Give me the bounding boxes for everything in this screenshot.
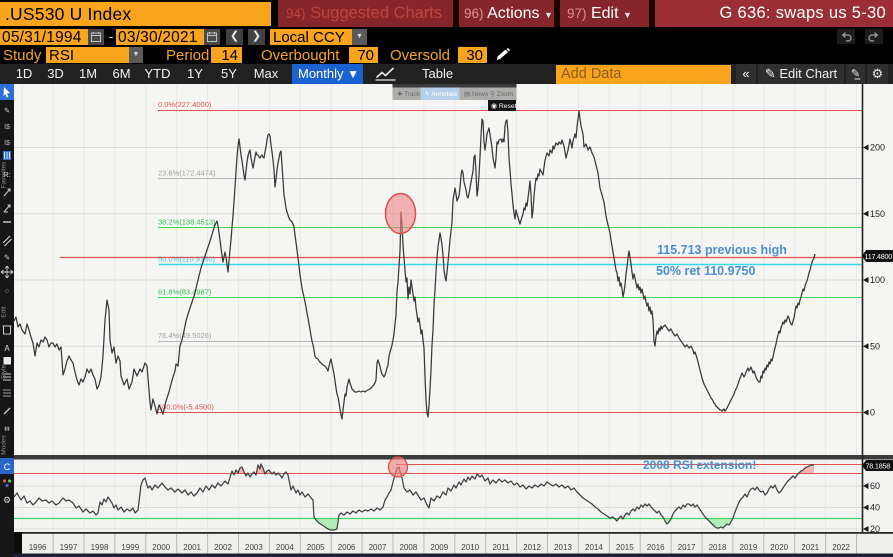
svg-text:Style: Style bbox=[1, 364, 8, 379]
svg-text:2012: 2012 bbox=[523, 543, 541, 552]
svg-text:A: A bbox=[4, 344, 10, 353]
svg-text:2011: 2011 bbox=[492, 543, 510, 552]
svg-text:2022: 2022 bbox=[832, 543, 850, 552]
svg-text:2015: 2015 bbox=[616, 543, 634, 552]
svg-text:38.2%(138.4513): 38.2%(138.4513) bbox=[158, 218, 216, 227]
svg-text:2014: 2014 bbox=[585, 543, 603, 552]
svg-text:1999: 1999 bbox=[121, 543, 139, 552]
svg-text:23.6%(172.4474): 23.6%(172.4474) bbox=[158, 169, 216, 178]
svg-text:100.0%(-5.4500): 100.0%(-5.4500) bbox=[158, 403, 214, 412]
svg-text:2021: 2021 bbox=[801, 543, 819, 552]
svg-text:2009: 2009 bbox=[430, 543, 448, 552]
svg-text:2020: 2020 bbox=[770, 543, 788, 552]
svg-text:61.8%(83.4987): 61.8%(83.4987) bbox=[158, 288, 212, 297]
svg-text:R:: R: bbox=[3, 170, 11, 179]
svg-text:○: ○ bbox=[5, 288, 9, 295]
svg-text:100: 100 bbox=[870, 275, 885, 285]
svg-text:Favorites: Favorites bbox=[1, 161, 8, 188]
svg-text:2005: 2005 bbox=[307, 543, 325, 552]
svg-text:2016: 2016 bbox=[647, 543, 665, 552]
svg-text:117.4800: 117.4800 bbox=[865, 252, 893, 261]
svg-text:Edit: Edit bbox=[1, 306, 8, 317]
svg-text:2019: 2019 bbox=[740, 543, 758, 552]
svg-text:50.0%(110.9750): 50.0%(110.9750) bbox=[158, 255, 215, 264]
svg-text:✎: ✎ bbox=[4, 106, 10, 115]
svg-text:1998: 1998 bbox=[91, 543, 109, 552]
svg-text:◉ Reset: ◉ Reset bbox=[491, 103, 517, 110]
svg-text:⚙: ⚙ bbox=[3, 495, 11, 505]
svg-text:2008: 2008 bbox=[400, 543, 418, 552]
svg-text:✚ Track: ✚ Track bbox=[397, 90, 421, 98]
svg-text:▮▮: ▮▮ bbox=[4, 426, 10, 432]
svg-text:2000: 2000 bbox=[152, 543, 170, 552]
svg-text:2008 RSI extension!: 2008 RSI extension! bbox=[643, 458, 756, 472]
svg-text:C: C bbox=[4, 462, 11, 472]
svg-text:Modes: Modes bbox=[1, 434, 8, 454]
svg-text:200: 200 bbox=[870, 143, 885, 153]
svg-text:1996: 1996 bbox=[29, 543, 47, 552]
svg-text:▤ News: ▤ News bbox=[464, 91, 489, 98]
svg-text:115.713 previous high: 115.713 previous high bbox=[657, 243, 787, 257]
svg-text:2017: 2017 bbox=[678, 543, 696, 552]
svg-text:40: 40 bbox=[870, 503, 880, 513]
svg-text:0: 0 bbox=[870, 408, 875, 418]
svg-text:2004: 2004 bbox=[276, 543, 294, 552]
svg-text:50: 50 bbox=[870, 342, 880, 352]
svg-text:✎ Annotate: ✎ Annotate bbox=[425, 91, 458, 98]
svg-text:76.4%(49.5026): 76.4%(49.5026) bbox=[158, 331, 212, 340]
svg-text:2018: 2018 bbox=[709, 543, 727, 552]
svg-text:1997: 1997 bbox=[60, 543, 78, 552]
svg-text:50% ret 110.9750: 50% ret 110.9750 bbox=[656, 264, 755, 278]
svg-text:2010: 2010 bbox=[461, 543, 479, 552]
svg-text:20: 20 bbox=[870, 524, 880, 534]
svg-text:2001: 2001 bbox=[183, 543, 201, 552]
svg-text:⚲ Zoom: ⚲ Zoom bbox=[490, 90, 513, 98]
svg-text:✎: ✎ bbox=[4, 253, 10, 262]
svg-text:2013: 2013 bbox=[554, 543, 572, 552]
svg-text:150: 150 bbox=[870, 209, 885, 219]
svg-text:2002: 2002 bbox=[214, 543, 232, 552]
svg-text:2006: 2006 bbox=[338, 543, 356, 552]
svg-text:I$: I$ bbox=[4, 124, 10, 131]
svg-text:0.0%(227.4000): 0.0%(227.4000) bbox=[158, 100, 212, 109]
svg-text:2003: 2003 bbox=[245, 543, 263, 552]
svg-text:2007: 2007 bbox=[369, 543, 387, 552]
svg-text:I$: I$ bbox=[4, 140, 10, 147]
svg-text:78.1858: 78.1858 bbox=[866, 461, 891, 470]
svg-text:60: 60 bbox=[870, 481, 880, 491]
